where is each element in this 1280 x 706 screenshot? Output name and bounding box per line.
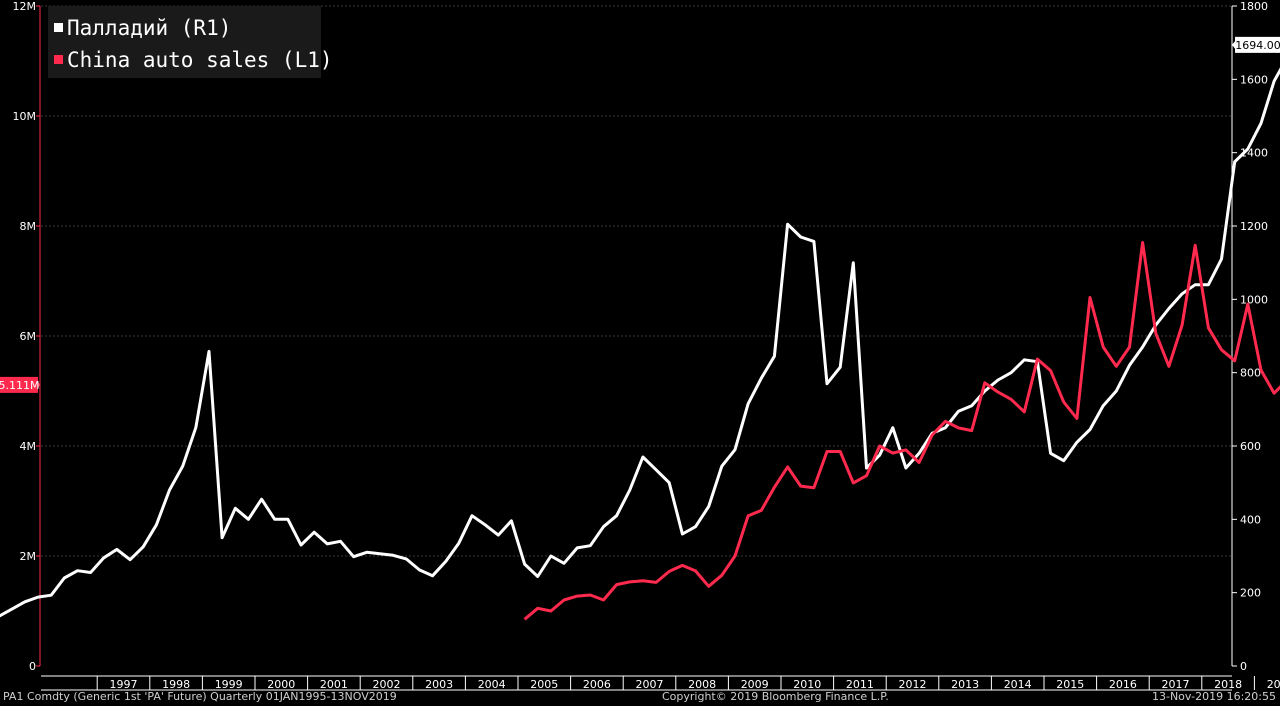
x-tick-label: 1998 xyxy=(162,678,190,691)
left-tick-label: 12M xyxy=(13,0,37,13)
footer-timestamp: 13-Nov-2019 16:20:55 xyxy=(1151,690,1276,703)
right-tick-label: 400 xyxy=(1240,513,1261,526)
x-axis: 1997 1998 1999 2000 2001 2002 2003 2004 2005 2006… xyxy=(41,675,1280,691)
x-tick-label: 2008 xyxy=(688,678,716,691)
x-tick-label: 2012 xyxy=(899,678,927,691)
x-tick-label: 2013 xyxy=(951,678,979,691)
x-tick-label: 2004 xyxy=(478,678,506,691)
x-tick-label: 2016 xyxy=(1109,678,1137,691)
right-tick-label: 1800 xyxy=(1240,0,1268,13)
right-tick-label: 0 xyxy=(1240,660,1247,673)
x-tick-label: 2003 xyxy=(425,678,453,691)
last-value-markers: 1694.00 5.111M xyxy=(0,36,1280,393)
right-tick-label: 800 xyxy=(1240,367,1261,380)
right-tick-label: 600 xyxy=(1240,440,1261,453)
x-tick-label: 2017 xyxy=(1162,678,1190,691)
x-tick-label: 2014 xyxy=(1004,678,1032,691)
footer-source: PA1 Comdty (Generic 1st 'PA' Future) Qua… xyxy=(3,690,397,703)
legend-item-palladium: Палладий (R1) xyxy=(54,14,231,42)
x-tick-label: 2002 xyxy=(373,678,401,691)
left-tick-label: 0 xyxy=(29,660,36,673)
grid xyxy=(41,5,1232,557)
left-tick-label: 10M xyxy=(13,110,37,123)
x-tick-label: 2000 xyxy=(267,678,295,691)
right-tick-label: 1000 xyxy=(1240,293,1268,306)
left-tick-label: 6M xyxy=(20,330,37,343)
x-tick-label: 2009 xyxy=(741,678,769,691)
x-tick-label: 1997 xyxy=(110,678,138,691)
legend-label-palladium: Палладий (R1) xyxy=(67,16,232,40)
last-value-right-pointer xyxy=(1232,39,1236,50)
legend-swatch-china-auto-sales xyxy=(54,55,63,64)
right-tick-label: 200 xyxy=(1240,587,1261,600)
footer-copyright: Copyright© 2019 Bloomberg Finance L.P. xyxy=(662,690,889,703)
series-line-palladium xyxy=(0,67,1280,618)
last-value-right-label: 1694.00 xyxy=(1235,39,1280,52)
x-tick-label: 2007 xyxy=(636,678,664,691)
x-tick-label: 2015 xyxy=(1056,678,1084,691)
legend: Палладий (R1) China auto sales (L1) xyxy=(48,6,333,78)
x-tick-label: 1999 xyxy=(215,678,243,691)
legend-swatch-palladium xyxy=(54,23,63,32)
x-tick-label: 2019 xyxy=(1267,678,1280,691)
legend-item-china-auto-sales: China auto sales (L1) xyxy=(54,46,333,74)
x-tick-label: 2005 xyxy=(530,678,558,691)
last-value-left-box xyxy=(0,376,38,393)
x-tick-label: 2010 xyxy=(793,678,821,691)
left-tick-label: 8M xyxy=(20,220,37,233)
right-tick-label: 1600 xyxy=(1240,73,1268,86)
x-tick-label: 2018 xyxy=(1214,678,1242,691)
series-line-china-auto-sales xyxy=(523,241,1280,621)
last-value-left-label: 5.111M xyxy=(0,379,39,392)
right-tick-label: 1200 xyxy=(1240,220,1268,233)
x-tick-label: 2011 xyxy=(846,678,874,691)
x-tick-label: 2001 xyxy=(320,678,348,691)
series-lines xyxy=(0,67,1280,621)
last-value-right-box xyxy=(1235,36,1280,53)
left-tick-label: 4M xyxy=(20,440,37,453)
legend-label-china-auto-sales: China auto sales (L1) xyxy=(67,48,333,72)
x-tick-label: 2006 xyxy=(583,678,611,691)
left-tick-label: 2M xyxy=(20,550,37,563)
last-value-left-pointer xyxy=(37,379,40,390)
left-axis: 0 2M 4M 6M 8M 10M 12M xyxy=(13,0,41,673)
